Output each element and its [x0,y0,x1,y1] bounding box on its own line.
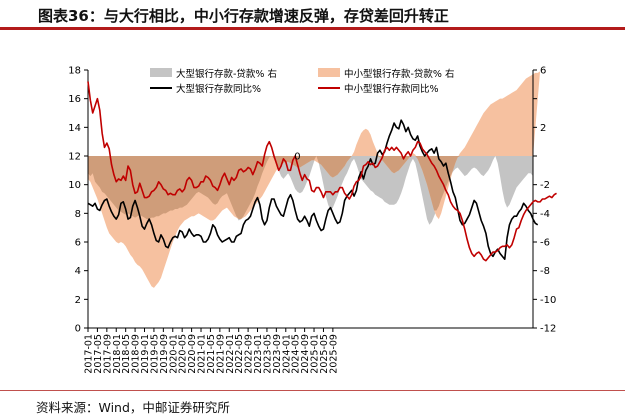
zero-annotation: 0 [294,152,300,163]
right-tick-label: 6 [540,66,546,77]
right-tick-label: -8 [540,266,550,277]
x-tick-label: 2022-01 [225,334,236,374]
x-tick-label: 2025-05 [319,334,330,374]
x-tick-label: 2022-09 [244,334,255,374]
legend-large-gap-swatch [150,68,172,77]
x-tick-label: 2024-01 [281,334,292,374]
left-tick-label: 12 [68,152,81,163]
x-tick-label: 2025-09 [328,334,339,374]
x-tick-label: 2023-05 [262,334,273,374]
right-tick-label: -4 [540,209,550,220]
small-bank-deposit-line [87,81,557,262]
left-tick-label: 16 [68,94,81,105]
x-tick-label: 2018-09 [131,334,142,374]
x-tick-label: 2018-01 [112,334,123,374]
legend-small-gap-swatch [318,68,340,77]
right-tick-label: -12 [540,324,556,335]
x-tick-label: 2019-09 [159,334,170,374]
left-tick-label: 18 [68,66,81,77]
x-tick-label: 2020-05 [178,334,189,374]
legend-small-line-label: 中小型银行存款同比% [344,83,439,95]
gap-overlap-area [88,156,533,220]
left-tick-label: 10 [68,180,81,191]
right-tick-label: 2 [540,123,546,134]
x-tick-label: 2020-09 [187,334,198,374]
legend-large-gap-label: 大型银行存款-贷款% 右 [176,68,277,80]
x-tick-label: 2024-09 [300,334,311,374]
left-tick-label: 2 [75,295,81,306]
left-tick-label: 0 [75,324,81,335]
x-tick-label: 2022-05 [234,334,245,374]
x-tick-label: 2017-05 [93,334,104,374]
right-tick-label: -2 [540,180,550,191]
x-tick-label: 2018-05 [121,334,132,374]
left-tick-label: 6 [75,238,81,249]
x-tick-label: 2019-05 [149,334,160,374]
line-layer [87,81,557,262]
right-tick-label: -10 [540,295,556,306]
x-tick-label: 2021-09 [215,334,226,374]
x-tick-label: 2019-01 [140,334,151,374]
legend-small-gap-label: 中小型银行存款-贷款% 右 [344,68,454,80]
left-tick-label: 4 [75,266,81,277]
source-note: 资料来源：Wind，中邮证券研究所 [36,400,230,415]
x-tick-label: 2025-01 [310,334,321,374]
left-tick-label: 8 [75,209,81,220]
title-rule [0,27,625,30]
legend-large-line-label: 大型银行存款同比% [176,83,261,95]
x-tick-label: 2017-01 [84,334,95,374]
chart-title: 图表36：与大行相比，中小行存款增速反弹，存贷差回升转正 [38,7,449,25]
x-tick-label: 2023-09 [272,334,283,374]
x-tick-label: 2017-09 [102,334,113,374]
x-tick-label: 2023-01 [253,334,264,374]
x-tick-label: 2021-05 [206,334,217,374]
x-tick-label: 2020-01 [168,334,179,374]
x-tick-label: 2024-05 [291,334,302,374]
title-bar: 图表36：与大行相比，中小行存款增速反弹，存贷差回升转正 [0,0,625,30]
x-tick-label: 2021-01 [197,334,208,374]
footer-rule [0,390,625,391]
area-layer [88,71,541,288]
left-tick-label: 14 [68,123,81,134]
right-tick-label: -6 [540,238,550,249]
